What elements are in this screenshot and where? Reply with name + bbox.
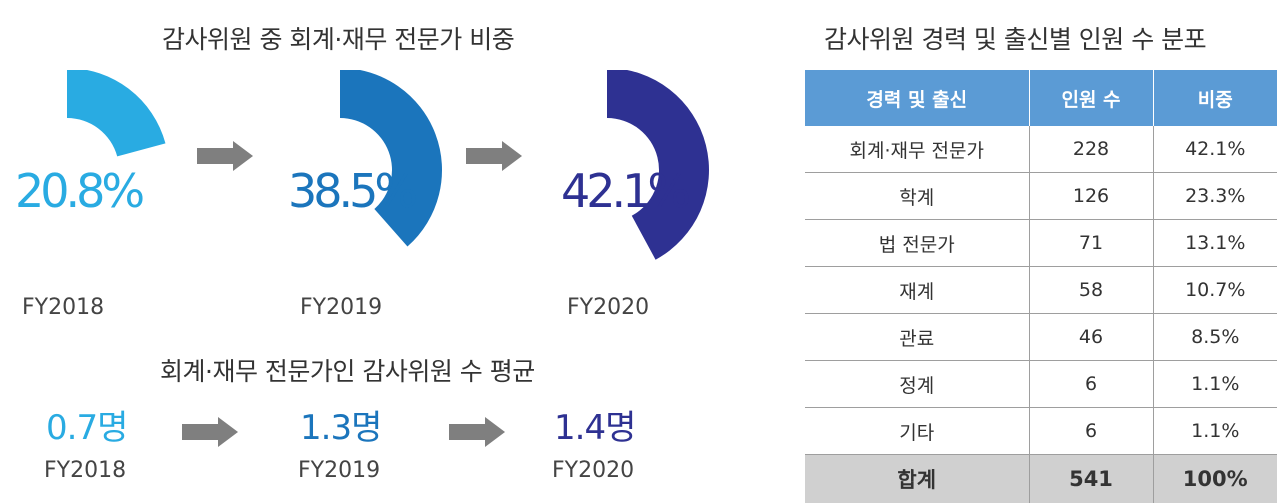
table-cell: 관료 (805, 314, 1029, 361)
year-label-fy2019: FY2019 (300, 295, 382, 320)
table-cell: 재계 (805, 267, 1029, 314)
percent-label-fy2020: 42.1% (561, 164, 689, 218)
table-cell: 100% (1153, 455, 1277, 503)
table-cell: 13.1% (1153, 220, 1277, 267)
table-cell: 정계 (805, 361, 1029, 408)
gauge-chart: 20.8% FY2018 38.5% FY2019 42.1% FY2020 (0, 70, 780, 320)
table-cell: 1.1% (1153, 408, 1277, 455)
table-cell: 1.1% (1153, 361, 1277, 408)
avg-year-fy2018: FY2018 (44, 458, 126, 483)
table-cell: 법 전문가 (805, 220, 1029, 267)
gauge-arc-fy2019 (340, 70, 442, 247)
table-cell: 기타 (805, 408, 1029, 455)
column-header: 인원 수 (1029, 70, 1153, 126)
table-cell: 71 (1029, 220, 1153, 267)
distribution-table-title: 감사위원 경력 및 출신별 인원 수 분포 (824, 20, 1206, 56)
table-cell: 228 (1029, 126, 1153, 173)
table-cell: 23.3% (1153, 173, 1277, 220)
table-cell: 8.5% (1153, 314, 1277, 361)
table-cell: 6 (1029, 361, 1153, 408)
table-cell: 541 (1029, 455, 1153, 503)
table-header-row: 경력 및 출신 인원 수 비중 (805, 70, 1277, 126)
average-chart-title: 회계·재무 전문가인 감사위원 수 평균 (160, 352, 535, 388)
percent-label-fy2019: 38.5% (288, 164, 416, 218)
table-cell: 회계·재무 전문가 (805, 126, 1029, 173)
table-cell: 42.1% (1153, 126, 1277, 173)
table-cell: 학계 (805, 173, 1029, 220)
percent-label-fy2018: 20.8% (15, 164, 143, 218)
year-label-fy2020: FY2020 (567, 295, 649, 320)
avg-value-fy2020: 1.4명 (554, 400, 635, 449)
column-header: 경력 및 출신 (805, 70, 1029, 126)
avg-year-fy2020: FY2020 (552, 458, 634, 483)
avg-year-fy2019: FY2019 (298, 458, 380, 483)
gauge-arc-fy2018 (67, 70, 165, 156)
table-cell: 6 (1029, 408, 1153, 455)
ratio-gauges: 20.8% FY2018 38.5% FY2019 42.1% FY2020 (0, 70, 780, 320)
table-cell: 58 (1029, 267, 1153, 314)
column-header: 비중 (1153, 70, 1277, 126)
table-cell: 10.7% (1153, 267, 1277, 314)
table-cell: 46 (1029, 314, 1153, 361)
year-label-fy2018: FY2018 (22, 295, 104, 320)
ratio-chart-title: 감사위원 중 회계·재무 전문가 비중 (162, 20, 514, 56)
table-cell: 126 (1029, 173, 1153, 220)
avg-value-fy2018: 0.7명 (46, 400, 127, 449)
avg-value-fy2019: 1.3명 (300, 400, 381, 449)
table-cell: 합계 (805, 455, 1029, 503)
